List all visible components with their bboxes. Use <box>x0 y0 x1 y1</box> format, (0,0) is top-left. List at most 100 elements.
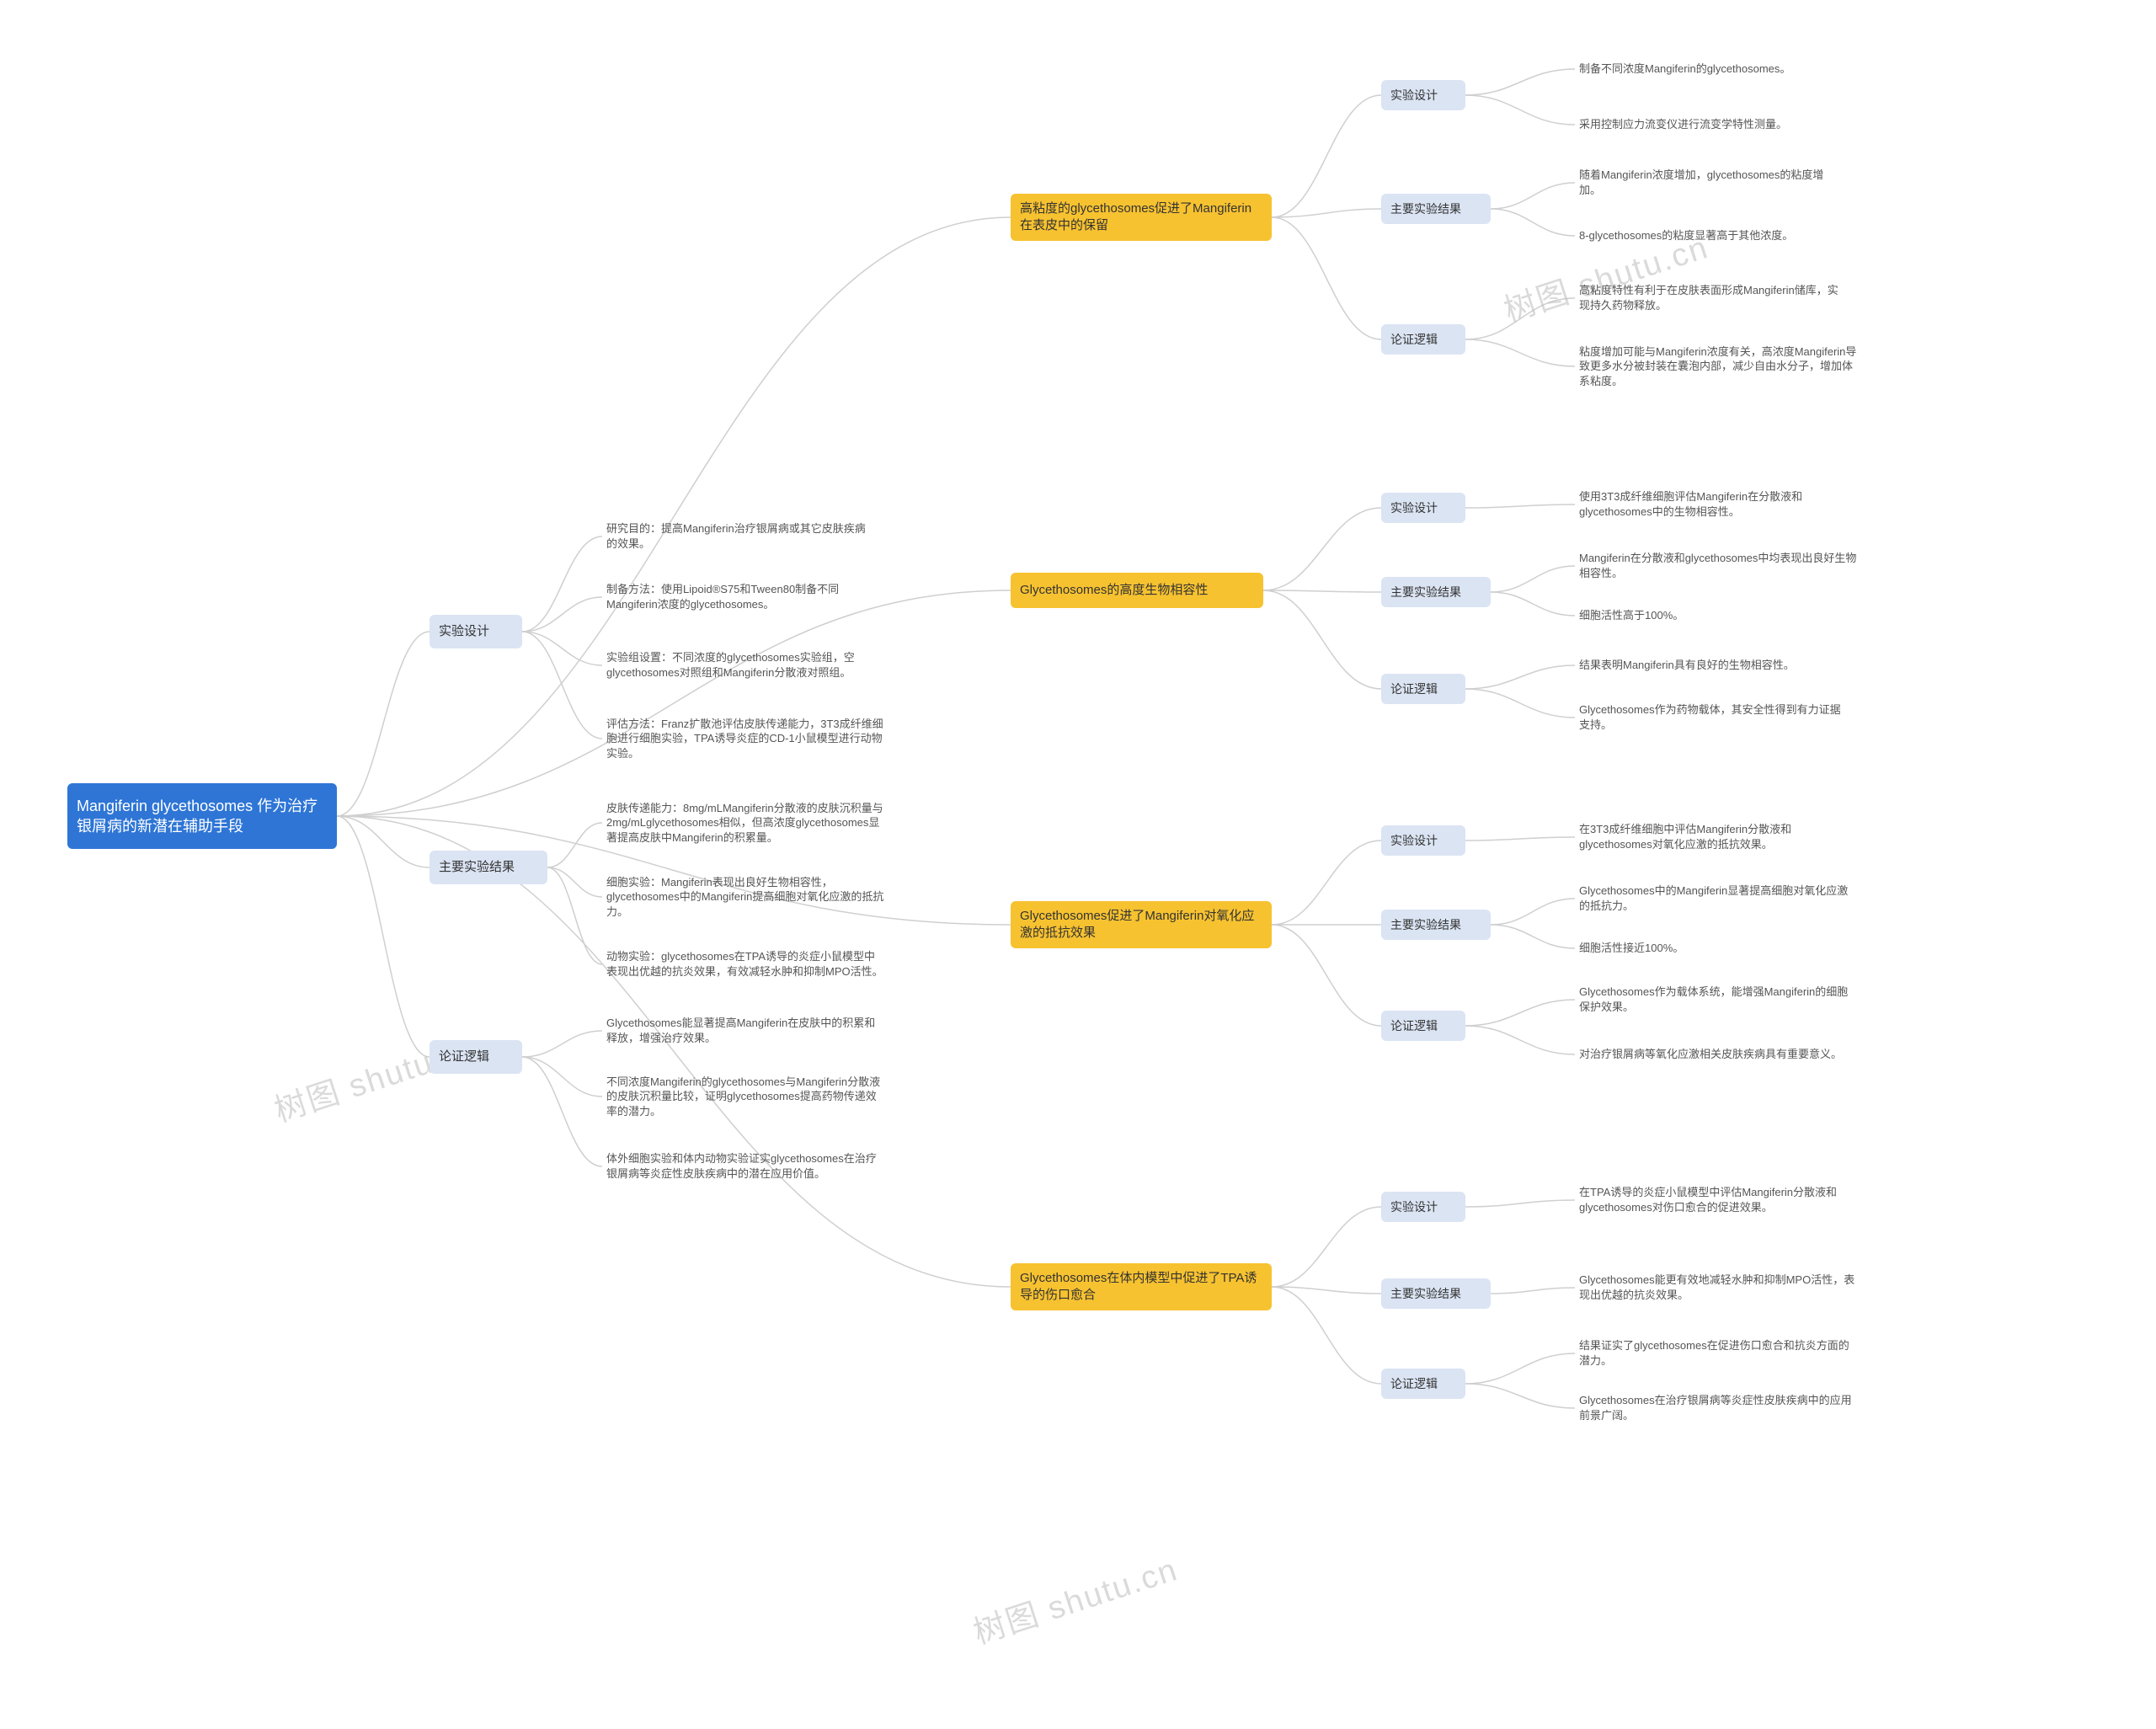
node-label: 体外细胞实验和体内动物实验证实glycethosomes在治疗银屑病等炎症性皮肤… <box>603 1150 888 1182</box>
edge <box>1272 217 1381 339</box>
edge <box>1272 925 1381 1026</box>
node-label: 论证逻辑 <box>1382 1371 1446 1397</box>
edge <box>1491 209 1575 236</box>
edge <box>1272 1287 1381 1384</box>
node-label: 皮肤传递能力：8mg/mLMangiferin分散液的皮肤沉积量与2mg/mLg… <box>603 799 888 847</box>
edge <box>1272 1287 1381 1294</box>
node-label: 粘度增加可能与Mangiferin浓度有关，高浓度Mangiferin导致更多水… <box>1576 343 1860 391</box>
node-label: Glycethosomes在体内模型中促进了TPA诱导的伤口愈合 <box>1011 1265 1271 1310</box>
node-label: 结果表明Mangiferin具有良好的生物相容性。 <box>1576 656 1798 675</box>
node-label: 细胞活性高于100%。 <box>1576 606 1687 625</box>
node-label: 实验设计 <box>430 618 498 645</box>
node-a1l1: 研究目的：提高Mangiferin治疗银屑病或其它皮肤疾病的效果。 <box>602 518 880 555</box>
node-label: 采用控制应力流变仪进行流变学特性测量。 <box>1576 115 1790 134</box>
node-label: Mangiferin glycethosomes 作为治疗银屑病的新潜在辅助手段 <box>68 791 336 842</box>
node-label: Glycethosomes促进了Mangiferin对氧化应激的抵抗效果 <box>1011 903 1271 947</box>
node-b2c2l2: 细胞活性高于100%。 <box>1575 602 1794 629</box>
edge <box>1465 95 1575 125</box>
node-label: 主要实验结果 <box>1382 579 1470 606</box>
edge <box>1491 183 1575 209</box>
node-b4c3l1: 结果证实了glycethosomes在促进伤口愈合和抗炎方面的潜力。 <box>1575 1335 1861 1372</box>
node-b4c2: 主要实验结果 <box>1381 1278 1491 1309</box>
edge <box>1465 1026 1575 1054</box>
edge <box>337 632 430 816</box>
node-a1l4: 评估方法：Franz扩散池评估皮肤传递能力，3T3成纤维细胞进行细胞实验，TPA… <box>602 712 889 766</box>
node-label: Glycethosomes作为药物载体，其安全性得到有力证据支持。 <box>1576 701 1852 734</box>
node-label: 细胞实验：Mangiferin表现出良好生物相容性，glycethosomes中… <box>603 873 888 921</box>
node-label: 实验设计 <box>1382 828 1446 854</box>
edge <box>1491 592 1575 616</box>
edge <box>1465 837 1575 840</box>
node-label: 主要实验结果 <box>1382 1281 1470 1307</box>
node-label: 评估方法：Franz扩散池评估皮肤传递能力，3T3成纤维细胞进行细胞实验，TPA… <box>603 715 888 763</box>
edge <box>522 632 602 739</box>
edge <box>1263 590 1381 689</box>
node-label: 制备方法：使用Lipoid®S75和Tween80制备不同Mangiferin浓… <box>603 580 879 613</box>
node-label: 随着Mangiferin浓度增加，glycethosomes的粘度增加。 <box>1576 166 1844 199</box>
node-label: 实验设计 <box>1382 495 1446 521</box>
edge <box>1465 665 1575 689</box>
edge <box>522 1057 602 1166</box>
edge <box>1465 69 1575 95</box>
node-b3c1: 实验设计 <box>1381 825 1465 856</box>
edge <box>1272 840 1381 925</box>
node-b4c1: 实验设计 <box>1381 1192 1465 1222</box>
node-b3c3: 论证逻辑 <box>1381 1011 1465 1041</box>
node-a3l2: 不同浓度Mangiferin的glycethosomes与Mangiferin分… <box>602 1070 889 1123</box>
edge <box>522 536 602 632</box>
node-b1c2: 主要实验结果 <box>1381 194 1491 224</box>
edge <box>1491 925 1575 948</box>
edge <box>522 1031 602 1057</box>
node-a3l3: 体外细胞实验和体内动物实验证实glycethosomes在治疗银屑病等炎症性皮肤… <box>602 1141 889 1192</box>
node-b3c3l1: Glycethosomes作为载体系统，能增强Mangiferin的细胞保护效果… <box>1575 981 1861 1018</box>
edge <box>1465 1200 1575 1207</box>
node-b4c1l1: 在TPA诱导的炎症小鼠模型中评估Mangiferin分散液和glycethoso… <box>1575 1175 1861 1225</box>
node-b3: Glycethosomes促进了Mangiferin对氧化应激的抵抗效果 <box>1011 901 1272 948</box>
node-label: Glycethosomes的高度生物相容性 <box>1011 577 1216 604</box>
edge <box>1465 1000 1575 1026</box>
node-b3c2l2: 细胞活性接近100%。 <box>1575 935 1794 962</box>
node-a1: 实验设计 <box>430 615 522 648</box>
edge <box>1465 339 1575 366</box>
edge <box>522 632 602 665</box>
node-label: 8-glycethosomes的粘度显著高于其他浓度。 <box>1576 227 1796 245</box>
node-label: 主要实验结果 <box>430 854 523 881</box>
node-label: 研究目的：提高Mangiferin治疗银屑病或其它皮肤疾病的效果。 <box>603 520 879 552</box>
watermark: 树图 shutu.cn <box>268 1021 484 1130</box>
node-a2l1: 皮肤传递能力：8mg/mLMangiferin分散液的皮肤沉积量与2mg/mLg… <box>602 792 889 854</box>
node-b2c1l1: 使用3T3成纤维细胞评估Mangiferin在分散液和glycethosomes… <box>1575 484 1861 525</box>
edge <box>1465 1384 1575 1408</box>
node-b1: 高粘度的glycethosomes促进了Mangiferin在表皮中的保留 <box>1011 194 1272 241</box>
node-label: 使用3T3成纤维细胞评估Mangiferin在分散液和glycethosomes… <box>1576 488 1860 520</box>
node-root: Mangiferin glycethosomes 作为治疗银屑病的新潜在辅助手段 <box>67 783 337 849</box>
node-label: 动物实验：glycethosomes在TPA诱导的炎症小鼠模型中表现出优越的抗炎… <box>603 947 888 980</box>
node-label: Glycethosomes作为载体系统，能增强Mangiferin的细胞保护效果… <box>1576 983 1860 1016</box>
node-b2c1: 实验设计 <box>1381 493 1465 523</box>
node-b1c2l1: 随着Mangiferin浓度增加，glycethosomes的粘度增加。 <box>1575 164 1844 201</box>
node-b3c2: 主要实验结果 <box>1381 910 1491 940</box>
node-b3c1l1: 在3T3成纤维细胞中评估Mangiferin分散液和glycethosomes对… <box>1575 817 1861 857</box>
node-b4c3l2: Glycethosomes在治疗银屑病等炎症性皮肤疾病中的应用前景广阔。 <box>1575 1390 1861 1427</box>
node-label: 主要实验结果 <box>1382 196 1470 222</box>
edge <box>1263 508 1381 590</box>
node-b4: Glycethosomes在体内模型中促进了TPA诱导的伤口愈合 <box>1011 1263 1272 1310</box>
node-label: 在TPA诱导的炎症小鼠模型中评估Mangiferin分散液和glycethoso… <box>1576 1183 1860 1216</box>
node-label: Mangiferin在分散液和glycethosomes中均表现出良好生物相容性… <box>1576 549 1860 582</box>
node-a2l2: 细胞实验：Mangiferin表现出良好生物相容性，glycethosomes中… <box>602 872 889 922</box>
node-b2c3: 论证逻辑 <box>1381 674 1465 704</box>
edge <box>547 823 602 867</box>
connector-layer <box>0 0 2156 1729</box>
node-label: 实验设计 <box>1382 1194 1446 1220</box>
edge <box>1465 1353 1575 1384</box>
node-label: 细胞活性接近100%。 <box>1576 939 1687 958</box>
node-label: Glycethosomes中的Mangiferin显著提高细胞对氧化应激的抵抗力… <box>1576 882 1860 915</box>
node-b1c2l2: 8-glycethosomes的粘度显著高于其他浓度。 <box>1575 219 1844 253</box>
node-b1c1l2: 采用控制应力流变仪进行流变学特性测量。 <box>1575 109 1844 140</box>
node-label: 论证逻辑 <box>1382 676 1446 702</box>
edge <box>522 1057 602 1097</box>
node-b1c1l1: 制备不同浓度Mangiferin的glycethosomes。 <box>1575 51 1844 88</box>
node-b3c3l2: 对治疗银屑病等氧化应激相关皮肤疾病具有重要意义。 <box>1575 1036 1861 1073</box>
node-label: Glycethosomes能更有效地减轻水肿和抑制MPO活性，表现出优越的抗炎效… <box>1576 1271 1860 1304</box>
edge <box>547 867 602 964</box>
edge <box>1263 590 1381 592</box>
